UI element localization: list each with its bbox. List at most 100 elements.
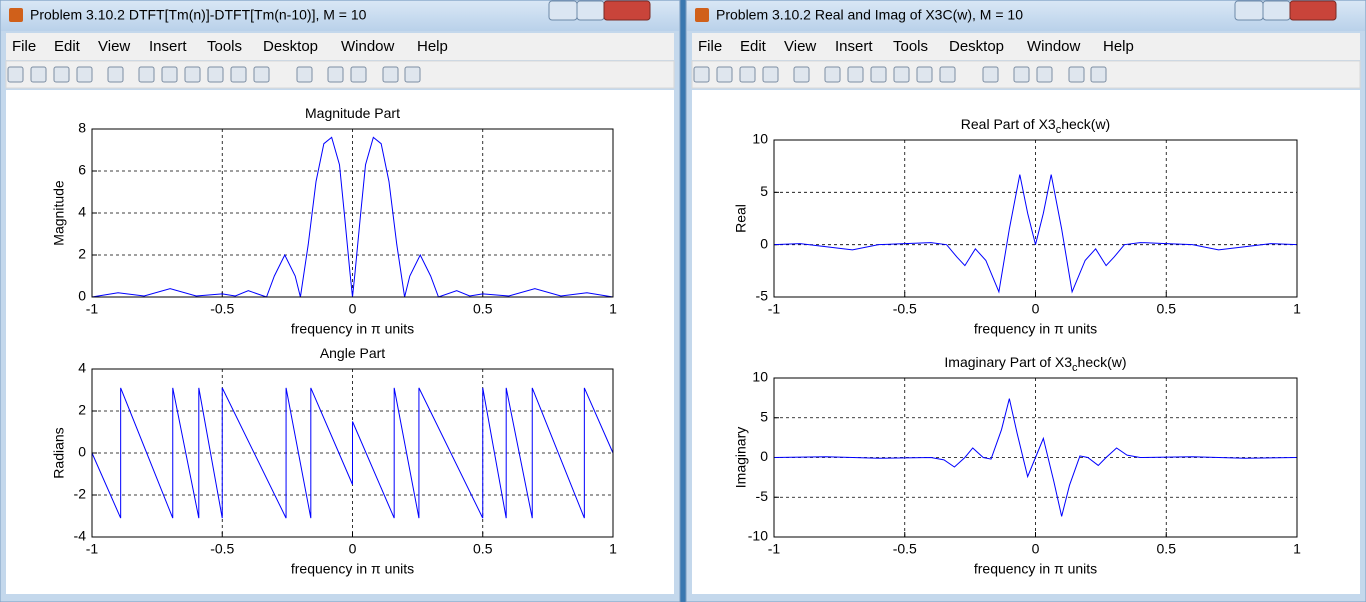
toolbar-button[interactable]	[404, 66, 421, 83]
maximize-button[interactable]	[1262, 0, 1291, 21]
toolbar-button[interactable]	[30, 66, 47, 83]
menu-item[interactable]: Help	[1103, 38, 1134, 55]
menu-item[interactable]: View	[98, 38, 130, 55]
x-tick-label: 0	[1032, 301, 1040, 317]
toolbar-button[interactable]	[762, 66, 779, 83]
toolbar-button[interactable]	[76, 66, 93, 83]
x-tick-label: -0.5	[893, 301, 917, 317]
chart-title: Imaginary Part of X3check(w)	[944, 354, 1126, 374]
title-part: c	[1072, 362, 1078, 374]
toolbar-button[interactable]	[793, 66, 810, 83]
menu-bar	[6, 33, 674, 60]
y-tick-label: 4	[78, 204, 86, 220]
x-tick-label: 0	[349, 541, 357, 557]
x-tick-label: 1	[1293, 541, 1301, 557]
chart-title: Real Part of X3check(w)	[961, 116, 1110, 136]
menu-item[interactable]: File	[12, 38, 36, 55]
toolbar-button[interactable]	[824, 66, 841, 83]
toolbar-button[interactable]	[327, 66, 344, 83]
toolbar-button[interactable]	[1036, 66, 1053, 83]
y-tick-label: 2	[78, 402, 86, 418]
x-tick-label: 0.5	[1157, 301, 1177, 317]
menu-item[interactable]: View	[784, 38, 816, 55]
y-tick-label: -5	[756, 288, 769, 304]
x-tick-label: -0.5	[210, 541, 234, 557]
maximize-button[interactable]	[576, 0, 605, 21]
toolbar-button[interactable]	[939, 66, 956, 83]
y-tick-label: -2	[74, 486, 87, 502]
menu-item[interactable]: Tools	[893, 38, 928, 55]
axes-box	[773, 139, 1298, 298]
menu-bar	[692, 33, 1360, 60]
toolbar-button[interactable]	[1013, 66, 1030, 83]
x-tick-label: -0.5	[893, 541, 917, 557]
chart-title: Magnitude Part	[305, 105, 400, 121]
y-axis-label: Magnitude	[51, 180, 67, 246]
toolbar-button[interactable]	[207, 66, 224, 83]
menu-item[interactable]: Window	[1027, 38, 1081, 55]
toolbar-button[interactable]	[1090, 66, 1107, 83]
y-tick-label: 4	[78, 360, 86, 376]
toolbar-button[interactable]	[847, 66, 864, 83]
toolbar-button[interactable]	[893, 66, 910, 83]
y-axis-label: Real	[733, 204, 749, 233]
x-tick-label: -0.5	[210, 301, 234, 317]
toolbar-button[interactable]	[916, 66, 933, 83]
toolbar-button[interactable]	[107, 66, 124, 83]
y-tick-label: -5	[756, 488, 769, 504]
menu-item[interactable]: Desktop	[263, 38, 318, 55]
minimize-button[interactable]	[548, 0, 578, 21]
toolbar-button[interactable]	[693, 66, 710, 83]
y-tick-label: 0	[78, 444, 86, 460]
menu-item[interactable]: File	[698, 38, 722, 55]
title-part: Magnitude Part	[305, 105, 400, 121]
y-tick-label: 10	[752, 131, 768, 147]
toolbar-button[interactable]	[138, 66, 155, 83]
menu-item[interactable]: Edit	[740, 38, 767, 55]
toolbar-button[interactable]	[253, 66, 270, 83]
close-button[interactable]	[1289, 0, 1337, 21]
toolbar-button[interactable]	[382, 66, 399, 83]
menu-item[interactable]: Tools	[207, 38, 242, 55]
y-tick-label: 2	[78, 246, 86, 262]
toolbar-button[interactable]	[7, 66, 24, 83]
toolbar-button[interactable]	[982, 66, 999, 83]
data-line	[773, 174, 1298, 294]
y-axis-label: Radians	[51, 427, 67, 478]
toolbar-button[interactable]	[739, 66, 756, 83]
chart-title: Angle Part	[320, 345, 385, 361]
data-line	[773, 398, 1298, 517]
menu-item[interactable]: Window	[341, 38, 395, 55]
minimize-button[interactable]	[1234, 0, 1264, 21]
close-button[interactable]	[603, 0, 651, 21]
toolbar-button[interactable]	[53, 66, 70, 83]
x-axis-label: frequency in π units	[974, 321, 1097, 337]
menu-item[interactable]: Insert	[835, 38, 873, 55]
menu-item[interactable]: Help	[417, 38, 448, 55]
toolbar-button[interactable]	[230, 66, 247, 83]
title-part: heck(w)	[1061, 116, 1110, 132]
x-tick-label: 0.5	[473, 541, 493, 557]
toolbar-button[interactable]	[184, 66, 201, 83]
y-tick-label: 8	[78, 120, 86, 136]
x-tick-label: -1	[86, 541, 99, 557]
menu-item[interactable]: Insert	[149, 38, 187, 55]
x-tick-label: 0	[349, 301, 357, 317]
toolbar-button[interactable]	[296, 66, 313, 83]
y-tick-label: 10	[752, 369, 768, 385]
toolbar-button[interactable]	[716, 66, 733, 83]
x-tick-label: 1	[609, 301, 617, 317]
toolbar-button[interactable]	[870, 66, 887, 83]
axes-box	[91, 368, 614, 538]
toolbar-button[interactable]	[350, 66, 367, 83]
y-tick-label: 5	[760, 408, 768, 424]
toolbar-button[interactable]	[161, 66, 178, 83]
app-icon	[9, 8, 23, 22]
title-part: Real Part of X3	[961, 116, 1056, 132]
menu-item[interactable]: Edit	[54, 38, 81, 55]
menu-item[interactable]: Desktop	[949, 38, 1004, 55]
x-tick-label: 0.5	[473, 301, 493, 317]
toolbar-button[interactable]	[1068, 66, 1085, 83]
